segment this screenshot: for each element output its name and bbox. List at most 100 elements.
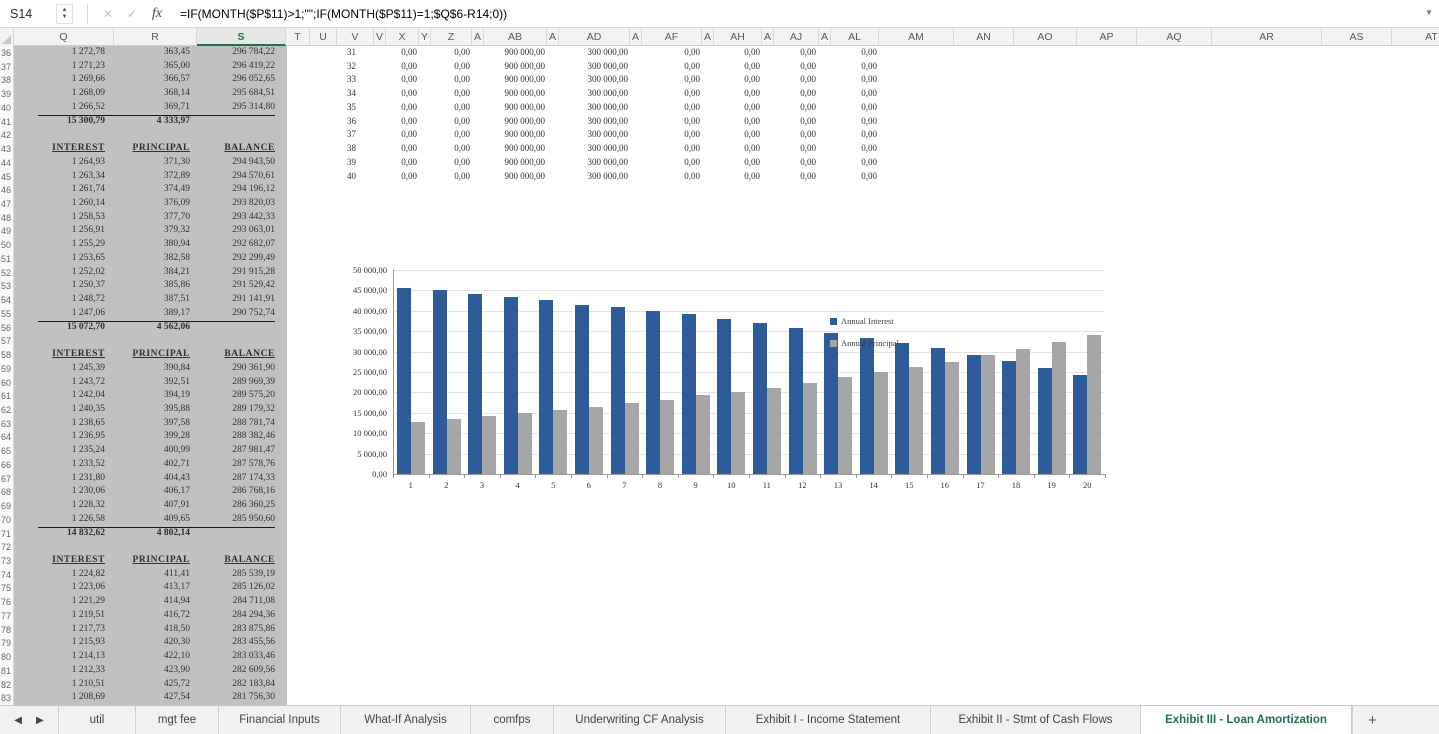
cell-principal[interactable]: 409,65 bbox=[163, 513, 190, 524]
cell-value[interactable]: 0,00 bbox=[401, 156, 417, 167]
row-header-80[interactable]: 80 bbox=[0, 652, 11, 663]
cell-interest[interactable]: 15 300,79 bbox=[67, 115, 105, 126]
row-header-36[interactable]: 36 bbox=[0, 48, 11, 58]
cell-value[interactable]: 900 000,00 bbox=[504, 170, 546, 181]
cell-balance[interactable]: 283 875,86 bbox=[232, 623, 275, 634]
cell-interest[interactable]: 15 072,70 bbox=[67, 321, 105, 332]
cell-interest[interactable]: 1 272,78 bbox=[71, 47, 105, 57]
amortization-chart[interactable]: Annual Interest Annual Principal 0,00 5 00… bbox=[345, 260, 1115, 498]
cell-principal[interactable]: 377,70 bbox=[163, 211, 190, 222]
spinner-up-icon[interactable]: ▲ bbox=[61, 6, 68, 13]
cell-principal[interactable]: 365,00 bbox=[163, 60, 190, 71]
row-header-61[interactable]: 61 bbox=[0, 391, 11, 402]
cell-principal[interactable]: 420,30 bbox=[163, 637, 190, 648]
row-header-45[interactable]: 45 bbox=[0, 171, 11, 182]
cell-value[interactable]: 0,00 bbox=[454, 60, 470, 71]
row-header-54[interactable]: 54 bbox=[0, 295, 11, 306]
cell-principal[interactable]: 416,72 bbox=[163, 609, 190, 620]
cell-value[interactable]: 0,00 bbox=[861, 74, 877, 85]
column-header-S-2[interactable]: S bbox=[197, 28, 286, 46]
row-header-49[interactable]: 49 bbox=[0, 226, 11, 237]
cell-interest[interactable]: 1 233,52 bbox=[71, 458, 105, 469]
cell-principal[interactable]: 402,71 bbox=[163, 458, 190, 469]
cell-value[interactable]: 300 000,00 bbox=[587, 47, 629, 57]
name-box-spinner[interactable]: ▲ ▼ bbox=[56, 3, 73, 24]
cell-value[interactable]: 300 000,00 bbox=[587, 60, 629, 71]
cell-balance[interactable]: 296 419,22 bbox=[232, 60, 275, 71]
cell-balance[interactable]: 294 943,50 bbox=[232, 156, 275, 167]
cell-interest[interactable]: 1 230,06 bbox=[71, 486, 105, 497]
cell-interest[interactable]: 1 212,33 bbox=[71, 664, 105, 675]
cell-principal[interactable]: 4 333,97 bbox=[156, 115, 190, 126]
cell-interest[interactable]: 1 268,09 bbox=[71, 88, 105, 99]
cell-value[interactable]: 0,00 bbox=[684, 143, 700, 154]
cell-principal[interactable]: 407,91 bbox=[163, 500, 190, 511]
row-header-69[interactable]: 69 bbox=[0, 501, 11, 512]
row-header-64[interactable]: 64 bbox=[0, 432, 11, 443]
cell-balance[interactable]: 296 052,65 bbox=[232, 74, 275, 85]
cell-principal[interactable]: 406,17 bbox=[163, 486, 190, 497]
cell-principal[interactable]: PRINCIPAL bbox=[132, 143, 190, 154]
cell-balance[interactable]: 287 981,47 bbox=[232, 445, 275, 456]
cell-period[interactable]: 35 bbox=[347, 101, 356, 112]
cell-balance[interactable]: 285 950,60 bbox=[232, 513, 275, 524]
column-header-AR-27[interactable]: AR bbox=[1212, 28, 1322, 46]
cell-value[interactable]: 0,00 bbox=[744, 170, 760, 181]
column-header-A-10[interactable]: A bbox=[472, 28, 484, 46]
cell-principal[interactable]: PRINCIPAL bbox=[132, 349, 190, 360]
row-header-70[interactable]: 70 bbox=[0, 514, 11, 525]
cell-interest[interactable]: 1 223,06 bbox=[71, 582, 105, 593]
cell-period[interactable]: 39 bbox=[347, 156, 356, 167]
cell-principal[interactable]: 400,99 bbox=[163, 445, 190, 456]
tabs-scroll-left-icon[interactable]: ◀ bbox=[14, 714, 22, 726]
cell-balance[interactable]: 286 360,25 bbox=[232, 500, 275, 511]
grid-body[interactable]: 36 37 38 39 40 41 42 43 44 45 46 47 48 49 50 51 52 53 54 55… bbox=[0, 46, 1439, 705]
insert-function-icon[interactable]: fx bbox=[151, 5, 163, 21]
cell-interest[interactable]: 1 247,06 bbox=[71, 307, 105, 318]
cell-value[interactable]: 0,00 bbox=[744, 115, 760, 126]
cell-balance[interactable]: 284 711,08 bbox=[232, 596, 275, 607]
cell-value[interactable]: 0,00 bbox=[861, 129, 877, 140]
row-header-82[interactable]: 82 bbox=[0, 679, 11, 690]
column-header-AN-23[interactable]: AN bbox=[954, 28, 1014, 46]
cell-interest[interactable]: 1 217,73 bbox=[71, 623, 105, 634]
cell-value[interactable]: 900 000,00 bbox=[504, 143, 546, 154]
row-header-73[interactable]: 73 bbox=[0, 555, 11, 566]
cell-balance[interactable]: 282 183,84 bbox=[232, 678, 275, 689]
cell-balance[interactable]: BALANCE bbox=[224, 143, 275, 154]
cell-principal[interactable]: 384,21 bbox=[163, 266, 190, 277]
cell-interest[interactable]: 1 214,13 bbox=[71, 651, 105, 662]
cell-principal[interactable]: 382,58 bbox=[163, 252, 190, 263]
sheet-tab-what-if-analysis[interactable]: What-If Analysis bbox=[340, 706, 470, 734]
row-header-67[interactable]: 67 bbox=[0, 473, 11, 484]
column-header-V-6[interactable]: V bbox=[374, 28, 386, 46]
column-header-U-4[interactable]: U bbox=[310, 28, 337, 46]
cell-principal[interactable]: 371,30 bbox=[163, 156, 190, 167]
cell-value[interactable]: 0,00 bbox=[744, 88, 760, 99]
cell-balance[interactable]: 295 314,80 bbox=[232, 101, 275, 112]
cell-balance[interactable]: 287 174,33 bbox=[232, 472, 275, 483]
name-box[interactable]: S14 bbox=[10, 6, 33, 21]
cell-interest[interactable]: 1 261,74 bbox=[71, 184, 105, 195]
cell-value[interactable]: 300 000,00 bbox=[587, 101, 629, 112]
cell-interest[interactable]: 1 266,52 bbox=[71, 101, 105, 112]
row-header-81[interactable]: 81 bbox=[0, 665, 11, 676]
cell-principal[interactable]: 397,58 bbox=[163, 417, 190, 428]
cell-value[interactable]: 0,00 bbox=[454, 143, 470, 154]
cell-balance[interactable]: 292 299,49 bbox=[232, 252, 275, 263]
cell-interest[interactable]: 1 224,82 bbox=[71, 568, 105, 579]
cell-balance[interactable]: 291 141,91 bbox=[232, 294, 275, 305]
row-header-78[interactable]: 78 bbox=[0, 624, 11, 635]
sheet-tab-financial-inputs[interactable]: Financial Inputs bbox=[218, 706, 340, 734]
cell-principal[interactable]: 4 802,14 bbox=[156, 527, 190, 538]
row-header-63[interactable]: 63 bbox=[0, 418, 11, 429]
cell-principal[interactable]: 422,10 bbox=[163, 651, 190, 662]
cell-interest[interactable]: 1 271,23 bbox=[71, 60, 105, 71]
cell-interest[interactable]: 1 264,93 bbox=[71, 156, 105, 167]
cell-value[interactable]: 0,00 bbox=[800, 156, 816, 167]
cell-value[interactable]: 0,00 bbox=[454, 88, 470, 99]
cell-value[interactable]: 0,00 bbox=[744, 129, 760, 140]
cell-balance[interactable]: 287 578,76 bbox=[232, 458, 275, 469]
cell-value[interactable]: 0,00 bbox=[800, 143, 816, 154]
cell-value[interactable]: 0,00 bbox=[744, 156, 760, 167]
